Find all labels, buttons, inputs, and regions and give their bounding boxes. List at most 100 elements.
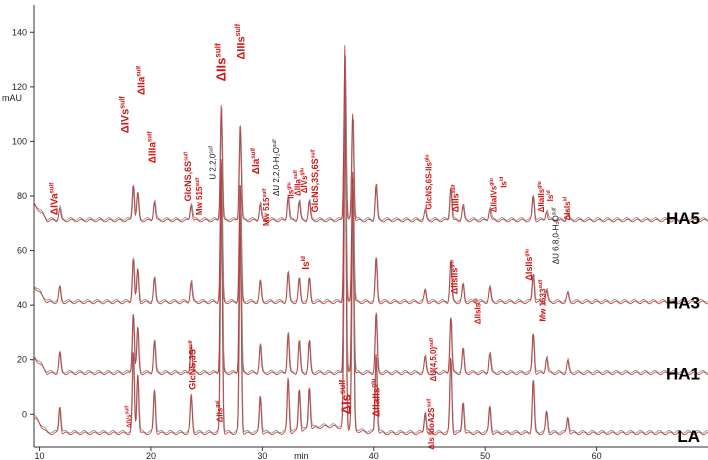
peak-annotation-main: U 2,2,0 — [209, 153, 218, 179]
peak-annotation-sup: glu — [286, 182, 292, 190]
peak-annotation-text: ΔIIsgal — [215, 400, 224, 422]
peak-annotation-text: ΔIsIIsglu — [524, 249, 534, 280]
peak-annotation-main: Is — [499, 181, 508, 188]
trace-ha5-red — [33, 49, 708, 223]
peak-annotation-sup: sulf — [262, 188, 268, 197]
peak-annotation: ΔIsIsid — [563, 197, 572, 221]
peak-annotation-sup: glu — [300, 168, 306, 176]
peak-annotation-sup: sulf — [311, 149, 317, 158]
peak-annotation-sup: sulf — [195, 177, 201, 186]
peak-annotation-sup: sulf — [136, 65, 142, 77]
peak-annotation-text: Isid — [301, 256, 312, 270]
peak-annotation-main: GlcNS,3S — [188, 349, 198, 390]
peak-annotation-text: ΔIIIasulf — [147, 130, 158, 163]
peak-annotation: ΔIIIasulf — [293, 170, 302, 196]
trace-la-gray — [33, 62, 708, 434]
peak-annotation-main: ΔIIIs — [451, 193, 461, 212]
peak-annotation-text: ΔIVssulf — [119, 96, 131, 134]
series-label-la: LA — [677, 427, 700, 446]
peak-annotation-text: Mw 515sulf — [262, 188, 271, 226]
peak-annotation-sup: id — [474, 298, 480, 302]
peak-annotation: ΔU(4,5,0)sulf — [429, 338, 438, 382]
peak-annotation: GlcNS,3S,6Ssulf — [310, 149, 320, 212]
x-axis-label: min — [294, 451, 309, 460]
trace-ha5-gray — [33, 55, 708, 221]
y-tick-label: 20 — [17, 355, 27, 365]
peak-annotation-sup: sulf — [235, 23, 242, 36]
peak-annotation-text: ΔIssulf — [338, 380, 353, 415]
peak-annotation-sup: glu — [537, 181, 543, 189]
peak-annotation: ΔIasulf — [251, 147, 262, 174]
peak-annotation-sup: sulf — [427, 398, 433, 407]
peak-annotation-text: GlcNS,3Ssulf — [188, 340, 198, 390]
y-tick-label: 100 — [12, 136, 27, 146]
axis-layer: 0 20 40 60 80 100 120 140 10 20 30 40 50 60 mAU min — [2, 5, 708, 460]
trace-label-layer: HA5 HA3 HA1 LA — [666, 209, 700, 446]
peak-annotation: ΔIVssulf — [124, 405, 132, 428]
peak-annotation-main: ΔIsIs — [563, 201, 572, 221]
peak-annotation: GlcNS,6S-IIsglu — [425, 155, 434, 210]
peak-annotation-sup: sulf — [538, 279, 544, 288]
peak-annotation: IIsglu — [286, 182, 295, 198]
peak-annotation-main: ΔIIIa — [147, 142, 158, 164]
peak-annotation-main: ΔIIa — [136, 76, 147, 95]
peak-annotation: ΔIIsIsid — [474, 298, 483, 324]
peak-annotation-text: ΔIIIssulf — [235, 23, 247, 59]
peak-annotation-main: ΔIVs — [127, 414, 133, 428]
peak-annotation-sup: sulf — [451, 184, 457, 193]
peak-annotation-text: ΔIVasulf — [49, 182, 60, 215]
peak-annotation-main: Mw 1633 — [538, 288, 547, 321]
peak-annotation-sup: sulf — [208, 145, 214, 153]
peak-annotation: ΔIIaIIsglu — [537, 181, 546, 212]
peak-annotation-text: Isid — [546, 190, 555, 201]
peak-annotation-sup: id — [563, 197, 569, 201]
peak-annotation-main: ΔIs IdoA2S — [427, 407, 436, 450]
peak-annotation-sup: sulf — [272, 139, 278, 147]
peak-annotation-sup: sulf — [184, 152, 190, 161]
peak-annotation-sup: glu — [450, 260, 456, 268]
peak-annotation: ΔIIaIIsglu — [371, 378, 382, 417]
peak-annotation-text: GlcNS,6Ssulf — [183, 152, 193, 202]
series-label-ha3: HA3 — [666, 293, 700, 312]
peak-annotation: U 2,2,0sulf — [208, 145, 217, 179]
peak-annotation-main: ΔIIIs — [236, 36, 248, 59]
peak-annotation-text: ΔIVssulf — [124, 405, 132, 428]
peak-annotation-text: ΔIasulf — [251, 147, 262, 174]
peak-annotation-sup: sulf — [552, 207, 558, 215]
peak-annotation-text: ΔU 2,2,0-H₂Osulf — [272, 139, 281, 196]
peak-annotation-sup: sulf — [213, 43, 222, 58]
peak-annotation-sup: sulf — [119, 96, 126, 109]
peak-annotation: ΔIssulf — [338, 380, 353, 415]
peak-annotation-main: GlcNS,3S,6S — [310, 158, 320, 212]
peak-annotation-sup: glu — [371, 378, 377, 387]
peak-annotation-main: Mw 515 — [195, 186, 204, 215]
peak-annotation: ΔIIssulf — [213, 43, 228, 81]
peak-annotation-sup: id — [546, 190, 552, 194]
peak-annotation-main: IIs — [287, 189, 296, 198]
peak-annotation-main: ΔIIaIIs — [371, 387, 382, 417]
trace-ha3-gray — [33, 99, 708, 303]
y-tick-label: 60 — [17, 246, 27, 256]
peak-annotation: Isid — [499, 177, 508, 188]
peak-annotation-main: GlcNS,6S-IIs — [425, 161, 434, 209]
peak-annotation-sup: sulf — [429, 338, 435, 347]
peak-annotation-main: Is — [301, 261, 312, 270]
peak-annotation: ΔIIaIVsglu — [489, 178, 498, 212]
peak-annotation-main: ΔIIaIIs — [537, 188, 546, 212]
peak-annotation-sup: gal — [215, 400, 221, 408]
peak-annotation-text: ΔIIssulf — [213, 43, 228, 81]
peak-annotation-text: GlcNS,6S-IIsglu — [425, 155, 434, 210]
y-tick-label: 120 — [12, 82, 27, 92]
peak-annotation-main: ΔU 6,8,0-H₂O — [552, 215, 561, 264]
peak-annotation-text: ΔIIsIIsglu — [449, 260, 459, 294]
peak-annotation-sup: sulf — [188, 340, 194, 349]
peak-annotation-sup: glu — [524, 249, 530, 257]
peak-annotation-main: ΔIVs — [300, 175, 309, 193]
peak-annotation-sup: id — [499, 177, 505, 181]
peak-annotation-text: ΔIIasulf — [136, 65, 147, 95]
peak-annotation: ΔU 2,2,0-H₂Osulf — [272, 139, 281, 196]
peak-annotation-sup: glu — [425, 155, 431, 163]
peak-annotation: ΔIIsIIsglu — [449, 260, 459, 294]
y-axis-label: mAU — [2, 93, 22, 103]
